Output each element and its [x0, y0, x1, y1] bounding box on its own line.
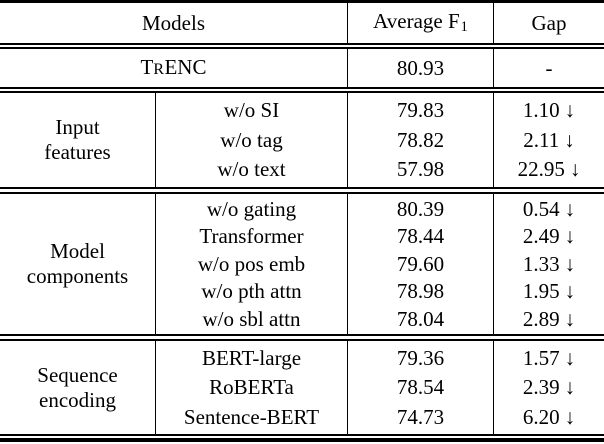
avg-f1-cell: 78.82: [396, 127, 445, 152]
model-column: BERT-large RoBERTa Sentence-BERT: [155, 341, 347, 434]
down-arrow-icon: ↓: [564, 251, 576, 276]
gap-column: 0.54 ↓ 2.49 ↓ 1.33 ↓ 1.95 ↓ 2.89 ↓: [493, 194, 604, 334]
model-cell: w/o sbl attn: [202, 306, 301, 331]
down-arrow-icon: ↓: [564, 127, 575, 152]
group-label-input-features: Input features: [44, 115, 111, 164]
avg-f1-cell: 79.83: [396, 97, 445, 122]
gap-cell: 1.33 ↓: [522, 251, 576, 276]
down-arrow-icon: ↓: [564, 224, 576, 248]
down-arrow-icon: ↓: [564, 97, 576, 122]
down-arrow-icon: ↓: [564, 345, 576, 370]
model-cell: w/o pth attn: [201, 279, 302, 303]
avg-f1-cell: 78.54: [396, 375, 445, 399]
gap-cell: 2.49 ↓: [522, 224, 576, 248]
gap-cell: 22.95 ↓: [517, 157, 581, 182]
down-arrow-icon: ↓: [569, 157, 581, 182]
gap-cell: 1.57 ↓: [522, 345, 576, 370]
table-top-rule: [0, 0, 604, 3]
model-cell: Transformer: [199, 224, 304, 248]
baseline-model-name: T R ENC: [0, 49, 347, 87]
rule-below-model-components: [0, 334, 604, 341]
down-arrow-icon: ↓: [564, 404, 576, 429]
down-arrow-icon: ↓: [564, 375, 576, 399]
model-cell: w/o SI: [223, 97, 280, 122]
model-cell: w/o tag: [220, 127, 283, 152]
section-model-components: Model components w/o gating Transformer …: [0, 194, 604, 334]
avg-f1-cell: 78.44: [396, 224, 445, 248]
avg-f1-cell: 79.60: [396, 251, 445, 276]
model-cell: w/o gating: [206, 196, 297, 221]
model-cell: BERT-large: [201, 345, 302, 370]
avg-f1-cell: 57.98: [396, 157, 445, 182]
avg-f1-cell: 74.73: [396, 404, 445, 429]
gap-column: 1.57 ↓ 2.39 ↓ 6.20 ↓: [493, 341, 604, 434]
avg-f1-column: 80.39 78.44 79.60 78.98 78.04: [347, 194, 493, 334]
avg-f1-cell: 78.98: [396, 279, 445, 303]
header-gap-label: Gap: [531, 10, 567, 35]
rule-below-header: [0, 43, 604, 49]
table-bottom-thin-rule: [0, 434, 604, 436]
header-models: Models: [0, 3, 347, 43]
avg-f1-column: 79.83 78.82 57.98: [347, 93, 493, 187]
section-sequence-encoding: Sequence encoding BERT-large RoBERTa Sen…: [0, 341, 604, 434]
table-bottom-thick-rule: [0, 438, 604, 442]
gap-cell: 0.54 ↓: [522, 196, 576, 221]
gap-cell: 2.39 ↓: [522, 375, 576, 399]
avg-f1-column: 79.36 78.54 74.73: [347, 341, 493, 434]
gap-cell: 1.10 ↓: [522, 97, 576, 122]
group-label-model-components: Model components: [26, 239, 129, 288]
model-cell: Sentence-BERT: [183, 404, 320, 429]
baseline-gap: -: [493, 49, 604, 87]
group-label-sequence-encoding: Sequence encoding: [37, 362, 118, 412]
header-models-label: Models: [142, 10, 205, 35]
gap-cell: 2.11 ↓: [523, 127, 575, 152]
gap-column: 1.10 ↓ 2.11 ↓ 22.95 ↓: [493, 93, 604, 187]
down-arrow-icon: ↓: [564, 196, 576, 221]
down-arrow-icon: ↓: [564, 279, 576, 303]
model-cell: w/o pos emb: [197, 251, 306, 276]
model-column: w/o gating Transformer w/o pos emb w/o p…: [155, 194, 347, 334]
f1-subscript: 1: [460, 19, 468, 36]
model-column: w/o SI w/o tag w/o text: [155, 93, 347, 187]
gap-cell: 6.20 ↓: [522, 404, 576, 429]
rule-below-input-features: [0, 187, 604, 194]
model-cell: RoBERTa: [209, 375, 294, 399]
model-cell: w/o text: [217, 157, 286, 182]
avg-f1-cell: 79.36: [396, 345, 445, 370]
gap-cell: 2.89 ↓: [522, 306, 576, 331]
avg-f1-cell: 80.39: [396, 196, 445, 221]
avg-f1-cell: 78.04: [396, 306, 445, 331]
gap-cell: 1.95 ↓: [522, 279, 576, 303]
baseline-avg-f1: 80.93: [347, 49, 493, 87]
rule-below-baseline: [0, 87, 604, 93]
smallcap-letter: R: [153, 60, 165, 78]
baseline-row: T R ENC 80.93 -: [0, 49, 604, 87]
header-gap: Gap: [493, 3, 604, 43]
section-input-features: Input features w/o SI w/o tag w/o text 7…: [0, 93, 604, 187]
down-arrow-icon: ↓: [564, 306, 576, 331]
